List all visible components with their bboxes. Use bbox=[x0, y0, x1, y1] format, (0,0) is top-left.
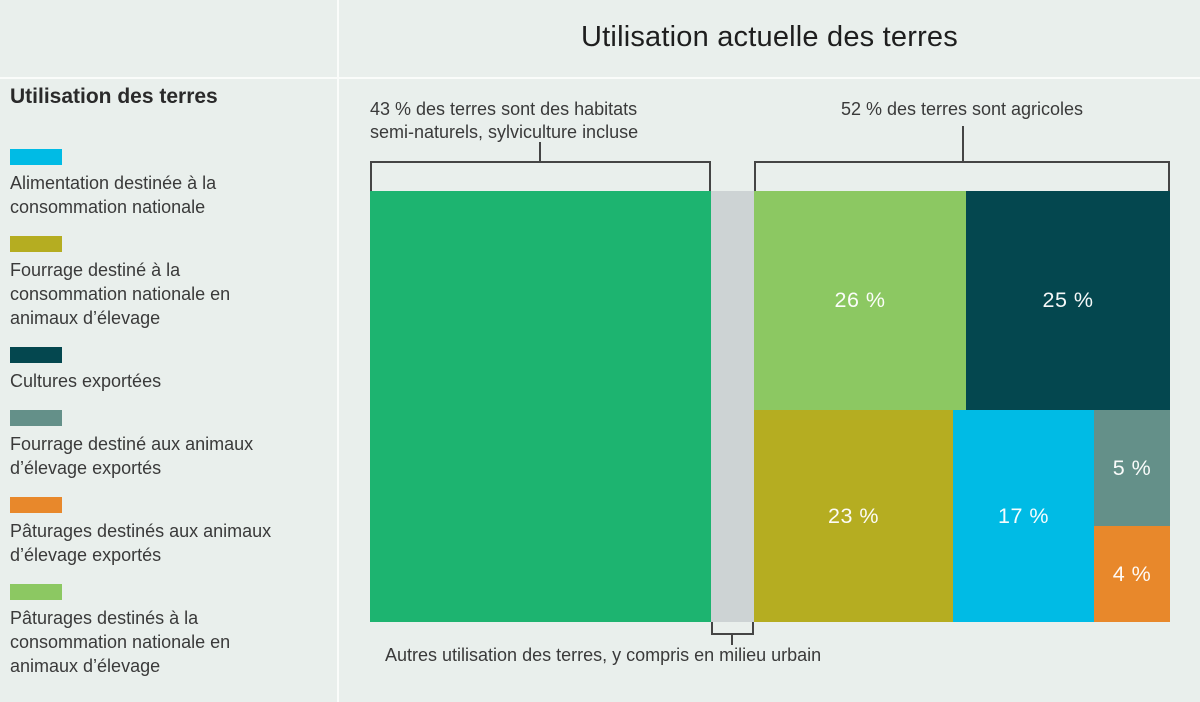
block-alimentation-nationale: 17 % bbox=[953, 410, 1094, 622]
legend-item-alimentation-nationale: Alimentation destinée à la consommation … bbox=[10, 149, 325, 219]
legend-label-fourrage-exporte: Fourrage destiné aux animaux d’élevage e… bbox=[10, 434, 254, 478]
tick-agricultural bbox=[962, 126, 964, 161]
block-semi-natural bbox=[370, 191, 711, 622]
block-paturages-nationaux-value-label: 26 % bbox=[834, 288, 886, 312]
legend-item-cultures-exportees: Cultures exportées bbox=[10, 347, 325, 393]
bracket-semi-natural bbox=[370, 161, 711, 191]
legend-label-paturages-nationaux: Pâturages destinés à la consommation nat… bbox=[10, 608, 231, 676]
block-paturages-exportes-value-label: 4 % bbox=[1112, 561, 1152, 586]
legend-item-fourrage-exporte: Fourrage destiné aux animaux d’élevage e… bbox=[10, 410, 325, 480]
legend-item-paturages-exportes: Pâturages destinés aux animaux d’élevage… bbox=[10, 497, 325, 567]
tick-semi-natural bbox=[539, 142, 541, 161]
legend-item-fourrage-national: Fourrage destiné à la consommation natio… bbox=[10, 236, 325, 330]
block-fourrage-exporte-value-label: 5 % bbox=[1112, 455, 1152, 480]
annotation-semi-natural: 43 % des terres sont des habitats semi-n… bbox=[370, 99, 639, 142]
legend-title: Utilisation des terres bbox=[10, 85, 218, 108]
annotation-agricultural: 52 % des terres sont agricoles bbox=[840, 99, 1084, 119]
divider-vertical bbox=[337, 0, 339, 702]
bracket-agricultural bbox=[754, 161, 1170, 191]
legend-label-paturages-exportes: Pâturages destinés aux animaux d’élevage… bbox=[10, 521, 272, 565]
chart-title: Utilisation actuelle des terres bbox=[581, 21, 958, 53]
tick-other-land-use bbox=[731, 633, 733, 645]
legend: Utilisation des terres Alimentation dest… bbox=[10, 85, 325, 695]
legend-swatch-alimentation-nationale bbox=[10, 149, 62, 165]
legend-label-cultures-exportees: Cultures exportées bbox=[10, 371, 162, 391]
annotation-other-land-use: Autres utilisation des terres, y compris… bbox=[385, 645, 822, 665]
legend-swatch-fourrage-exporte bbox=[10, 410, 62, 426]
legend-swatch-fourrage-national bbox=[10, 236, 62, 252]
block-cultures-exportees-value-label: 25 % bbox=[1042, 288, 1094, 312]
legend-item-paturages-nationaux: Pâturages destinés à la consommation nat… bbox=[10, 584, 325, 678]
block-fourrage-exporte: 5 % bbox=[1094, 410, 1170, 526]
block-autres-urbain bbox=[711, 191, 754, 622]
legend-label-alimentation-nationale: Alimentation destinée à la consommation … bbox=[10, 173, 217, 217]
block-cultures-exportees: 25 % bbox=[966, 191, 1170, 410]
block-alimentation-nationale-value-label: 17 % bbox=[997, 503, 1049, 528]
legend-label-fourrage-national: Fourrage destiné à la consommation natio… bbox=[10, 260, 231, 328]
block-fourrage-national: 23 % bbox=[754, 410, 953, 622]
block-paturages-exportes: 4 % bbox=[1094, 526, 1170, 622]
legend-swatch-paturages-nationaux bbox=[10, 584, 62, 600]
divider-horizontal bbox=[0, 77, 1200, 79]
legend-items: Alimentation destinée à la consommation … bbox=[10, 149, 325, 678]
legend-swatch-paturages-exportes bbox=[10, 497, 62, 513]
block-paturages-nationaux: 26 % bbox=[754, 191, 966, 410]
legend-swatch-cultures-exportees bbox=[10, 347, 62, 363]
block-fourrage-national-value-label: 23 % bbox=[827, 503, 879, 528]
